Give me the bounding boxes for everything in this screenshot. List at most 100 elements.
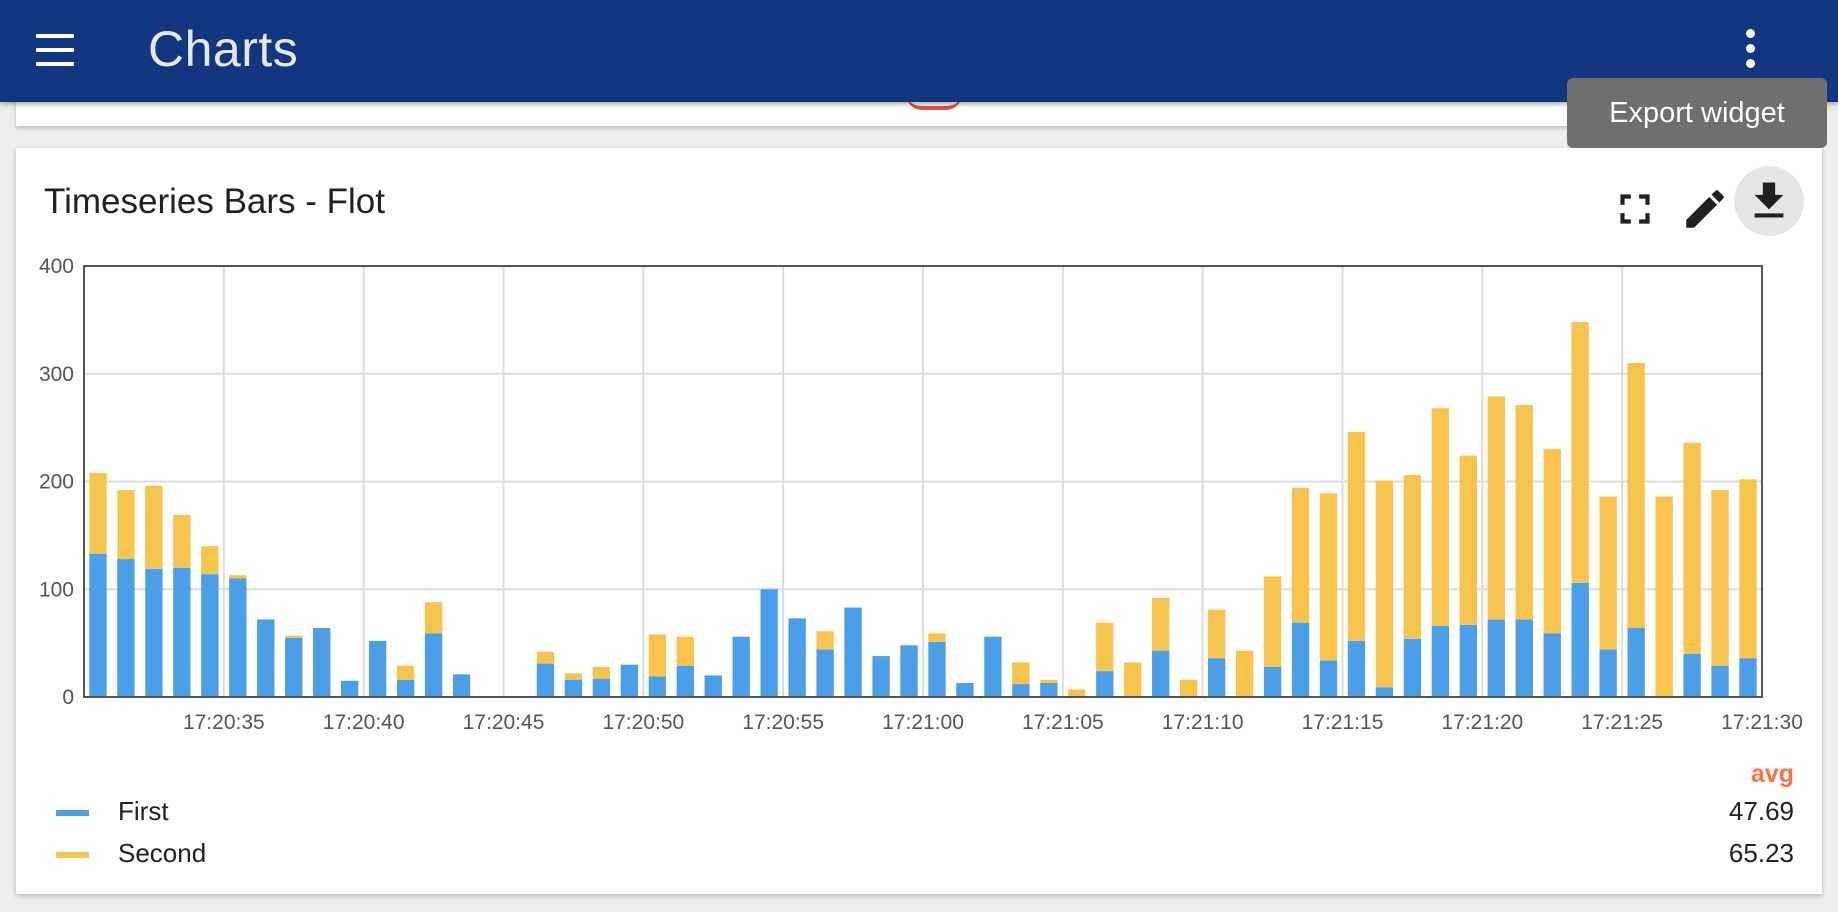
y-tick-label: 200 <box>39 471 74 494</box>
bar-first <box>313 628 330 697</box>
bar-first <box>341 681 358 697</box>
bar-second <box>649 635 666 677</box>
bar-first <box>369 641 386 697</box>
bar-second <box>1208 610 1225 658</box>
bar-second <box>1124 663 1141 697</box>
x-tick-label: 17:20:45 <box>463 711 545 734</box>
bar-first <box>145 569 162 697</box>
bar-first <box>1348 641 1365 697</box>
bar-first <box>705 675 722 697</box>
bar-first <box>1040 683 1057 697</box>
bar-second <box>1012 663 1029 685</box>
export-widget-tooltip: Export widget <box>1567 78 1827 148</box>
x-tick-label: 17:21:00 <box>882 711 964 734</box>
legend-avg-second: 65.23 <box>1729 838 1794 869</box>
bar-first <box>649 677 666 697</box>
bar-second <box>201 546 218 574</box>
bar-first <box>1292 623 1309 697</box>
x-tick-label: 17:20:50 <box>602 711 684 734</box>
bar-first <box>788 618 805 697</box>
bar-first <box>872 656 889 697</box>
legend-item-second[interactable]: Second 65.23 <box>40 834 1794 874</box>
timeseries-bar-chart: 0 100 200 300 400 17:20:35 17:20:40 17:20:45 17:… <box>16 148 1822 894</box>
bar-second <box>145 486 162 569</box>
y-tick-label: 100 <box>39 578 74 601</box>
bar-first <box>117 559 134 697</box>
legend-label-second: Second <box>118 838 206 869</box>
bar-first <box>1460 625 1477 697</box>
bar-second <box>1683 443 1700 654</box>
bar-second <box>1572 322 1589 583</box>
bar-second <box>1236 651 1253 697</box>
bar-first <box>956 683 973 697</box>
bar-first <box>537 664 554 697</box>
bar-second <box>1460 456 1477 625</box>
bar-second <box>1376 480 1393 687</box>
bar-first <box>928 642 945 697</box>
legend-item-first[interactable]: First 47.69 <box>40 792 1794 832</box>
bar-first <box>1152 651 1169 697</box>
x-tick-label: 17:21:05 <box>1022 711 1104 734</box>
bar-second <box>425 602 442 633</box>
bar-second <box>1292 488 1309 623</box>
bar-first <box>1320 660 1337 697</box>
bar-first <box>201 574 218 697</box>
x-tick-label: 17:21:20 <box>1441 711 1523 734</box>
bar-first <box>900 645 917 697</box>
bar-first <box>1600 650 1617 697</box>
bar-second <box>1739 479 1756 658</box>
bar-first <box>1404 639 1421 697</box>
bar-second <box>1516 405 1533 619</box>
bar-second <box>173 515 190 568</box>
bar-second <box>1627 363 1644 628</box>
menu-icon[interactable] <box>30 26 80 76</box>
y-tick-label: 0 <box>62 686 74 709</box>
bar-first <box>229 578 246 697</box>
bar-second <box>1432 408 1449 626</box>
bar-second <box>928 633 945 642</box>
bar-second <box>1488 396 1505 619</box>
bar-first <box>285 638 302 697</box>
bar-first <box>173 568 190 697</box>
x-tick-label: 17:21:10 <box>1162 711 1244 734</box>
bar-first <box>1627 628 1644 697</box>
bar-first <box>565 680 582 697</box>
bar-first <box>677 666 694 697</box>
bar-second <box>117 490 134 559</box>
bar-first <box>257 619 274 697</box>
bar-second <box>1655 497 1672 697</box>
bar-second <box>397 666 414 680</box>
bar-second <box>537 652 554 664</box>
bar-second <box>89 473 106 554</box>
bar-first <box>1711 666 1728 697</box>
bar-first <box>1208 658 1225 697</box>
legend-label-first: First <box>118 796 169 827</box>
top-app-bar: Charts <box>0 0 1838 102</box>
bar-first <box>1488 619 1505 697</box>
bar-second <box>1180 680 1197 697</box>
legend-avg-first: 47.69 <box>1729 796 1794 827</box>
bar-second <box>1544 449 1561 633</box>
more-vert-icon[interactable] <box>1730 24 1770 74</box>
bar-first <box>593 679 610 697</box>
bar-first <box>1572 583 1589 697</box>
bar-second <box>1600 497 1617 650</box>
bar-first <box>397 680 414 697</box>
bar-second <box>565 673 582 679</box>
bar-first <box>984 637 1001 697</box>
legend-header-avg: avg <box>1736 760 1794 789</box>
widget-card: Timeseries Bars - Flot 0 100 200 300 400 17:2… <box>16 148 1822 894</box>
x-tick-label: 17:21:15 <box>1302 711 1384 734</box>
page-title: Charts <box>148 20 298 78</box>
y-tick-label: 300 <box>39 363 74 386</box>
legend-swatch-first <box>56 810 89 816</box>
bar-first <box>1544 633 1561 697</box>
bar-second <box>1068 689 1085 697</box>
y-tick-label: 400 <box>39 255 74 278</box>
x-tick-label: 17:20:40 <box>323 711 405 734</box>
bar-first <box>453 674 470 697</box>
bar-first <box>816 650 833 697</box>
bar-second <box>816 631 833 649</box>
bar-second <box>1404 475 1421 639</box>
bar-second <box>1264 576 1281 667</box>
